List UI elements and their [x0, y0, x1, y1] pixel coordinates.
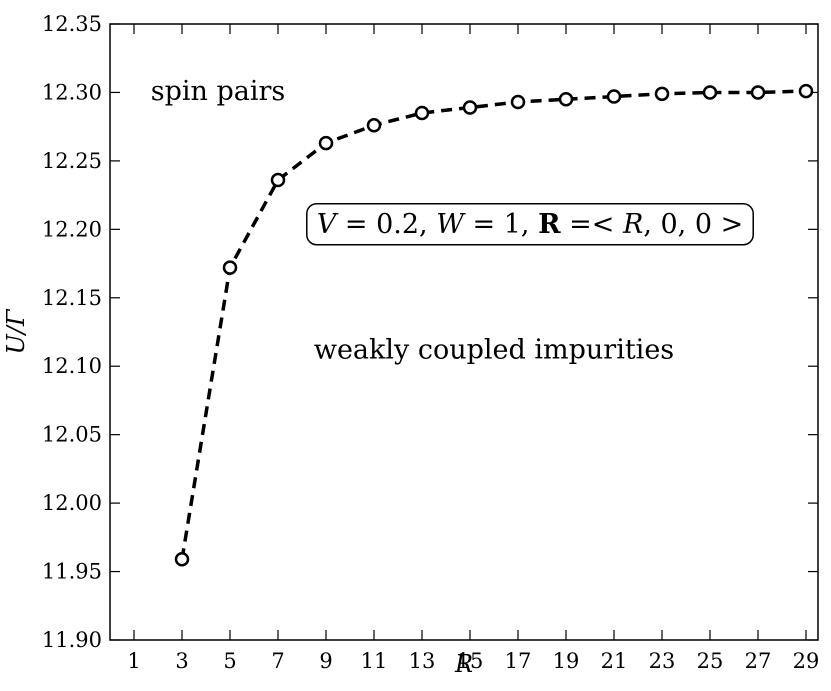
data-point — [750, 85, 766, 100]
y-tick-label: 11.95 — [42, 560, 102, 584]
annotation-weakly-coupled: weakly coupled impurities — [314, 335, 674, 366]
param-w-symbol: W — [436, 209, 466, 240]
x-tick-label: 13 — [409, 649, 436, 673]
data-point — [318, 135, 334, 151]
x-tick-label: 3 — [175, 649, 188, 673]
x-tick-label: 9 — [319, 649, 332, 673]
plot-frame — [109, 23, 819, 641]
parameter-box-frame — [306, 202, 754, 246]
param-r-rest: , 0, 0 > — [643, 209, 743, 240]
x-tick-label: 1 — [127, 649, 140, 673]
data-point — [270, 172, 286, 188]
x-tick-label: 21 — [601, 649, 628, 673]
y-axis-label: U/Γ — [2, 308, 30, 354]
param-v-value: = 0.2, — [336, 209, 436, 240]
param-equals: =< — [561, 209, 623, 240]
y-tick-label: 11.90 — [42, 628, 102, 652]
y-tick-label: 12.10 — [42, 354, 102, 378]
y-tick-label: 12.20 — [42, 217, 102, 241]
data-point — [222, 260, 238, 275]
series-line — [180, 89, 807, 560]
data-point — [702, 85, 718, 100]
data-point — [462, 100, 478, 115]
x-tick-label: 27 — [745, 649, 772, 673]
data-point — [654, 86, 670, 102]
x-tick-label: 23 — [649, 649, 676, 673]
parameter-box-text: V = 0.2, W = 1, R =< R, 0, 0 > — [317, 209, 743, 240]
data-point — [510, 94, 526, 110]
x-tick-label: 25 — [697, 649, 724, 673]
x-axis-label: R — [454, 650, 473, 678]
x-tick-label: 17 — [505, 649, 532, 673]
param-w-value: = 1, — [464, 209, 538, 240]
y-tick-label: 12.35 — [42, 12, 102, 36]
x-tick-label: 19 — [553, 649, 580, 673]
data-point — [798, 83, 814, 99]
data-point — [366, 118, 382, 133]
y-tick-label: 12.25 — [42, 149, 102, 173]
data-point — [558, 92, 574, 107]
param-r-symbol: R — [622, 209, 643, 240]
x-tick-label: 15 — [457, 649, 484, 673]
x-tick-label: 7 — [271, 649, 284, 673]
y-tick-label: 12.15 — [42, 286, 102, 310]
data-point — [414, 105, 430, 121]
y-tick-label: 12.00 — [42, 491, 102, 515]
data-series — [174, 83, 814, 567]
x-tick-label: 29 — [793, 649, 820, 673]
x-tick-label: 5 — [223, 649, 236, 673]
annotation-spin-pairs: spin pairs — [151, 76, 286, 107]
parameter-box: V = 0.2, W = 1, R =< R, 0, 0 > — [306, 202, 754, 246]
data-point — [606, 89, 622, 104]
y-tick-label: 12.05 — [42, 423, 102, 447]
x-tick-label: 11 — [361, 649, 388, 673]
axis-ticks: 1 3 5 7 9 11 13 15 17 19 21 23 25 27 2911.9011.9512.00… — [42, 12, 819, 673]
data-point — [174, 551, 190, 567]
param-r-vector: R — [538, 209, 561, 240]
y-tick-label: 12.30 — [42, 80, 102, 104]
param-v-symbol: V — [317, 209, 339, 240]
